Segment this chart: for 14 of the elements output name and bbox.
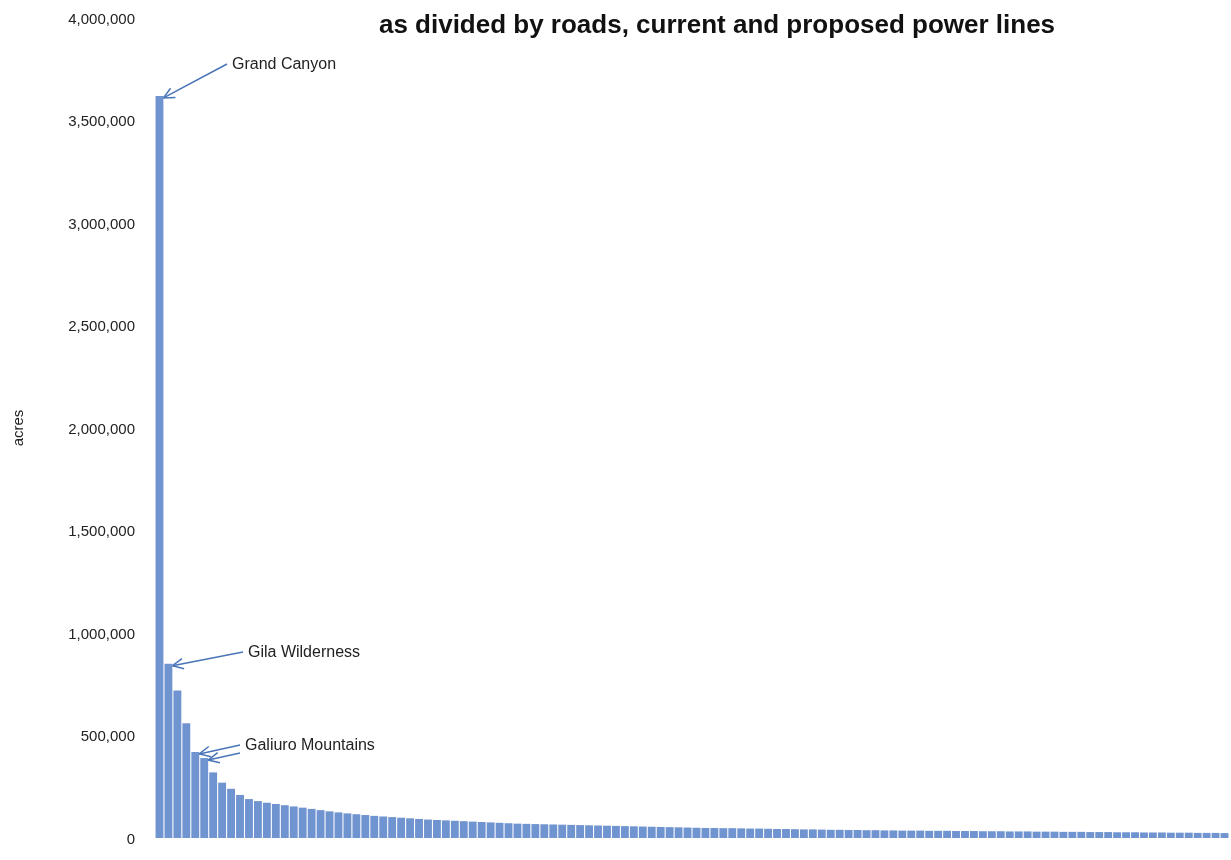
annotation: Galiuro Mountains: [245, 735, 375, 753]
annotation: Grand Canyon: [232, 54, 337, 72]
annotation: Gila Wilderness: [248, 642, 361, 660]
chart-title: as divided by roads, current and proposed power lines: [378, 9, 1056, 39]
y-tick-label: 2,000,000: [68, 419, 135, 437]
y-tick-label: 2,500,000: [68, 317, 135, 334]
y-tick-label: 4,000,000: [68, 9, 135, 27]
y-tick-label: 0: [126, 829, 135, 847]
y-tick-label: 3,000,000: [68, 214, 135, 232]
y-tick-label: 1,500,000: [68, 522, 135, 539]
y-tick-label: 1,000,000: [68, 624, 135, 642]
y-tick-label: 500,000: [80, 727, 135, 744]
y-tick-label: 3,500,000: [68, 112, 135, 129]
y-axis-title: acres: [9, 409, 26, 447]
